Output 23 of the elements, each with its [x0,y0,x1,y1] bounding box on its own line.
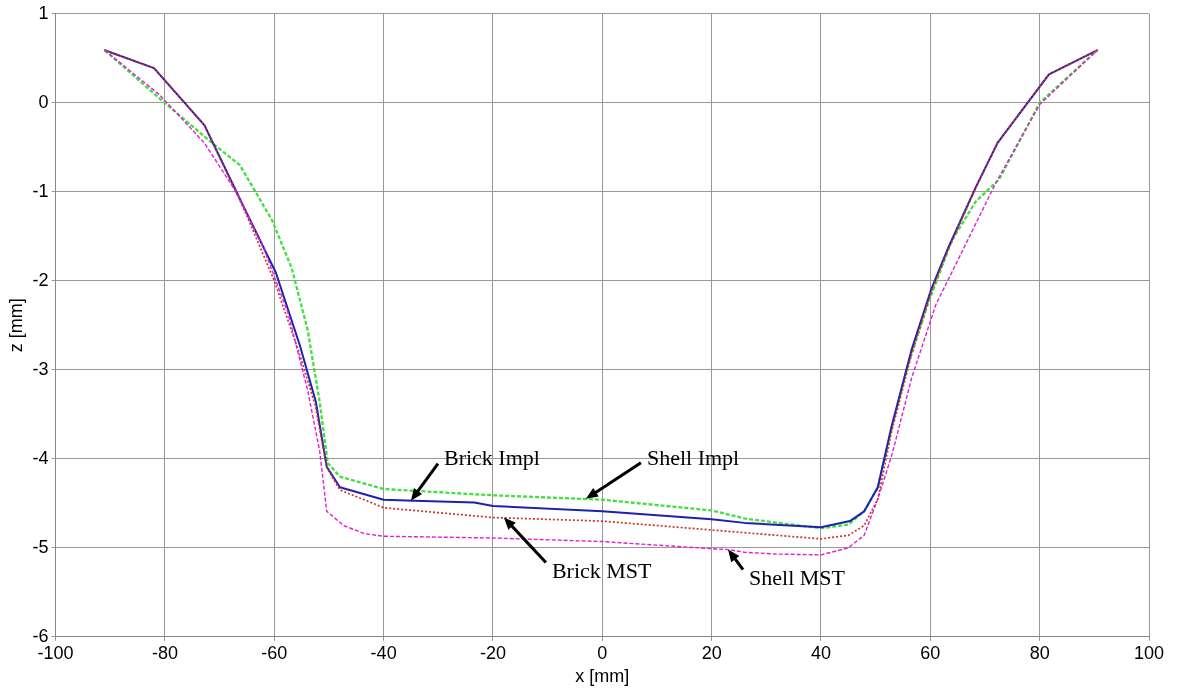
annotation: Shell Impl [646,444,740,470]
y-tick-label: -4 [32,447,49,468]
x-tick-label: 0 [597,642,608,663]
x-tick-label: -40 [370,642,397,663]
annotation: Brick Impl [443,445,540,471]
x-axis-title: x [mm] [575,666,630,687]
x-tick-label: 100 [1133,642,1165,663]
y-tick-label: 0 [38,91,49,112]
y-axis-title: z [mm] [5,298,26,353]
x-tick-label: -60 [261,642,288,663]
y-tick-label: 1 [38,2,49,23]
annotation: Shell MST [749,565,846,591]
annotation: Brick MST [551,558,653,584]
y-tick-label: -3 [32,358,49,379]
y-tick-label: -5 [32,536,49,557]
y-tick-label: -1 [32,180,49,201]
x-tick-label: 40 [810,642,831,663]
x-tick-label: -20 [479,642,506,663]
x-tick-label: 20 [701,642,722,663]
y-tick-label: -2 [32,269,49,290]
x-tick-label: 60 [920,642,941,663]
x-tick-label: -80 [151,642,178,663]
x-tick-label: 80 [1029,642,1050,663]
